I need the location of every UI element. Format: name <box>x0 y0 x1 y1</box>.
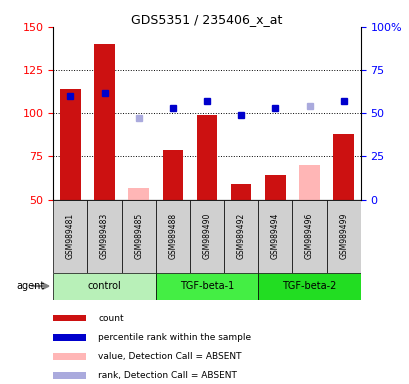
Bar <box>258 273 360 300</box>
Text: value, Detection Call = ABSENT: value, Detection Call = ABSENT <box>98 352 241 361</box>
Bar <box>155 200 189 273</box>
Bar <box>53 334 86 341</box>
Bar <box>53 372 86 379</box>
Text: percentile rank within the sample: percentile rank within the sample <box>98 333 251 342</box>
Bar <box>53 315 86 321</box>
Bar <box>292 200 326 273</box>
Bar <box>155 273 258 300</box>
Text: GSM989485: GSM989485 <box>134 213 143 259</box>
Bar <box>189 200 224 273</box>
Bar <box>162 149 183 200</box>
Text: control: control <box>88 281 121 291</box>
Bar <box>53 353 86 359</box>
Bar <box>53 200 87 273</box>
Bar <box>326 200 360 273</box>
Bar <box>224 200 258 273</box>
Bar <box>299 165 319 200</box>
Text: TGF-beta-2: TGF-beta-2 <box>282 281 336 291</box>
Bar <box>128 187 148 200</box>
Bar <box>333 134 353 200</box>
Bar <box>230 184 251 200</box>
Bar <box>87 200 121 273</box>
Text: count: count <box>98 314 124 323</box>
Text: GSM989490: GSM989490 <box>202 213 211 259</box>
Bar <box>265 175 285 200</box>
Text: GSM989499: GSM989499 <box>338 213 347 259</box>
Bar <box>196 115 217 200</box>
Bar <box>60 89 81 200</box>
Bar <box>53 273 155 300</box>
Text: GSM989481: GSM989481 <box>66 213 75 259</box>
Text: GSM989483: GSM989483 <box>100 213 109 259</box>
Text: rank, Detection Call = ABSENT: rank, Detection Call = ABSENT <box>98 371 237 380</box>
Bar <box>94 44 115 200</box>
Text: GSM989488: GSM989488 <box>168 213 177 259</box>
Bar <box>258 200 292 273</box>
Text: GSM989494: GSM989494 <box>270 213 279 259</box>
Text: GSM989492: GSM989492 <box>236 213 245 259</box>
Text: TGF-beta-1: TGF-beta-1 <box>180 281 234 291</box>
Title: GDS5351 / 235406_x_at: GDS5351 / 235406_x_at <box>131 13 282 26</box>
Text: agent: agent <box>17 281 45 291</box>
Text: GSM989496: GSM989496 <box>304 213 313 259</box>
Bar <box>121 200 155 273</box>
